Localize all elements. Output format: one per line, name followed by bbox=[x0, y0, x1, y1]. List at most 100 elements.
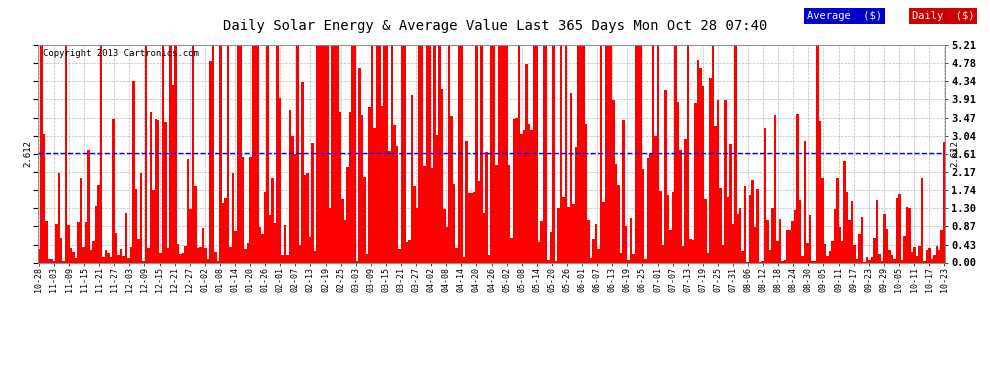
Bar bbox=[227, 33, 229, 262]
Bar bbox=[824, 244, 826, 262]
Bar bbox=[861, 217, 863, 262]
Bar bbox=[386, 33, 388, 262]
Bar bbox=[234, 231, 237, 262]
Bar bbox=[754, 227, 756, 262]
Bar bbox=[699, 68, 702, 262]
Bar bbox=[853, 245, 856, 262]
Bar bbox=[232, 172, 234, 262]
Bar bbox=[856, 259, 858, 262]
Bar bbox=[314, 251, 316, 262]
Bar bbox=[697, 60, 699, 262]
Bar bbox=[794, 210, 796, 262]
Bar bbox=[858, 234, 861, 262]
Bar bbox=[259, 227, 261, 262]
Bar bbox=[149, 112, 152, 262]
Bar bbox=[266, 33, 269, 262]
Bar bbox=[764, 128, 766, 262]
Bar bbox=[876, 200, 878, 262]
Bar bbox=[458, 33, 460, 262]
Bar bbox=[294, 154, 296, 262]
Bar bbox=[649, 153, 652, 262]
Bar bbox=[518, 33, 520, 262]
Bar bbox=[630, 218, 632, 262]
Bar bbox=[112, 119, 115, 262]
Bar bbox=[610, 33, 612, 262]
Bar bbox=[75, 258, 77, 262]
Bar bbox=[547, 260, 550, 262]
Bar bbox=[271, 177, 274, 262]
Bar bbox=[82, 248, 85, 262]
Bar bbox=[898, 194, 901, 262]
Bar bbox=[222, 202, 224, 262]
Bar bbox=[535, 33, 538, 262]
Bar bbox=[600, 33, 602, 262]
Bar bbox=[689, 239, 692, 262]
Bar bbox=[739, 209, 742, 262]
Bar bbox=[839, 226, 841, 262]
Bar bbox=[776, 241, 779, 262]
Bar bbox=[533, 33, 535, 262]
Bar bbox=[814, 261, 816, 262]
Bar bbox=[836, 178, 839, 262]
Bar bbox=[426, 33, 428, 262]
Bar bbox=[918, 246, 921, 262]
Bar bbox=[508, 165, 510, 262]
Bar bbox=[351, 33, 353, 262]
Bar bbox=[510, 238, 513, 262]
Bar bbox=[478, 181, 480, 262]
Bar bbox=[209, 62, 212, 262]
Bar bbox=[627, 260, 630, 262]
Bar bbox=[891, 255, 893, 262]
Bar bbox=[520, 134, 523, 262]
Bar bbox=[938, 250, 940, 262]
Bar bbox=[408, 240, 411, 262]
Bar bbox=[38, 249, 41, 262]
Bar bbox=[177, 244, 179, 262]
Bar bbox=[881, 261, 883, 262]
Bar bbox=[809, 215, 811, 262]
Bar bbox=[353, 33, 356, 262]
Bar bbox=[488, 255, 490, 262]
Bar bbox=[274, 223, 276, 262]
Bar bbox=[729, 144, 732, 262]
Bar bbox=[286, 255, 289, 262]
Bar bbox=[597, 249, 600, 262]
Bar bbox=[460, 33, 463, 262]
Bar bbox=[441, 88, 444, 262]
Bar bbox=[50, 260, 52, 262]
Bar bbox=[346, 167, 348, 262]
Bar bbox=[358, 68, 361, 262]
Bar bbox=[148, 248, 149, 262]
Bar bbox=[669, 230, 672, 262]
Bar bbox=[677, 102, 679, 262]
Bar bbox=[140, 173, 143, 262]
Bar bbox=[756, 189, 759, 262]
Bar bbox=[311, 143, 314, 262]
Bar bbox=[70, 248, 72, 262]
Bar bbox=[52, 261, 55, 262]
Bar bbox=[625, 226, 627, 262]
Bar bbox=[237, 33, 239, 262]
Bar bbox=[505, 33, 508, 262]
Bar bbox=[724, 100, 727, 262]
Bar bbox=[607, 33, 610, 262]
Bar bbox=[120, 249, 122, 262]
Bar bbox=[799, 200, 801, 262]
Bar bbox=[284, 225, 286, 262]
Bar bbox=[749, 195, 751, 262]
Bar bbox=[72, 252, 75, 262]
Bar bbox=[448, 33, 450, 262]
Bar bbox=[475, 33, 478, 262]
Bar bbox=[582, 33, 585, 262]
Bar bbox=[911, 252, 913, 262]
Bar bbox=[577, 33, 580, 262]
Bar bbox=[500, 33, 503, 262]
Bar bbox=[344, 220, 346, 262]
Bar bbox=[411, 96, 413, 262]
Bar bbox=[217, 261, 219, 262]
Bar bbox=[781, 261, 784, 262]
Bar bbox=[418, 33, 421, 262]
Bar bbox=[309, 237, 311, 262]
Text: 2.612: 2.612 bbox=[24, 140, 33, 167]
Bar bbox=[473, 192, 475, 262]
